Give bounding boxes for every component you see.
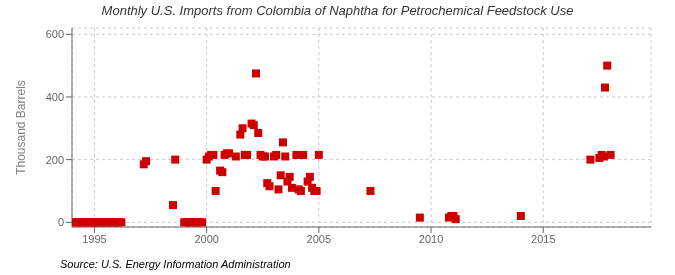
svg-text:200: 200 xyxy=(46,154,64,166)
svg-text:2010: 2010 xyxy=(419,233,443,245)
html-text:Monthly U.S. Imports from Colo: Monthly U.S. Imports from Colombia of Na… xyxy=(101,3,574,18)
svg-text:600: 600 xyxy=(46,28,64,40)
html-text:Source: U.S. Energy Informatio: Source: U.S. Energy Information Administ… xyxy=(60,258,291,270)
svg-text:0: 0 xyxy=(58,216,64,228)
svg-text:2005: 2005 xyxy=(307,233,331,245)
svg-text:1995: 1995 xyxy=(82,233,106,245)
svg-text:2000: 2000 xyxy=(194,233,218,245)
svg-text:Thousand Barrels: Thousand Barrels xyxy=(14,80,28,175)
svg-text:2015: 2015 xyxy=(531,233,555,245)
svg-text:400: 400 xyxy=(46,91,64,103)
